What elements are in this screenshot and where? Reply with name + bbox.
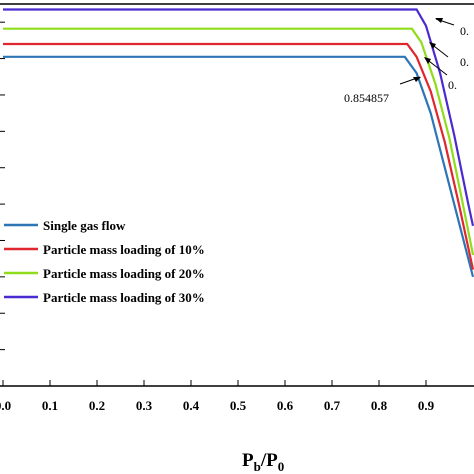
legend-label-2: Particle mass loading of 10% (43, 242, 205, 257)
plot-frame (0, 3, 474, 387)
x-tick-label: 0.6 (277, 398, 294, 413)
x-tick-label: 0.9 (418, 398, 435, 413)
x-tick-label: 0.5 (230, 398, 247, 413)
legend-label-3: Particle mass loading of 20% (43, 266, 205, 281)
series-line-1 (3, 55, 474, 278)
annotation-arrowhead-series-3 (429, 42, 436, 49)
annotation-label-1: 0.854857 (344, 91, 389, 105)
x-axis-ticks (2, 380, 427, 386)
annotation-arrowhead-series-4 (435, 18, 443, 23)
series-lines (3, 8, 474, 278)
annotation-label-3: 0. (460, 55, 469, 69)
x-tick-label: 0.3 (136, 398, 153, 413)
x-tick-label: 0.4 (183, 398, 200, 413)
annotation-label-2: 0. (448, 78, 457, 92)
x-tick-labels: 0.0 0.1 0.2 0.3 0.4 0.5 0.6 0.7 0.8 0.9 (0, 398, 435, 413)
x-tick-label: 0.2 (89, 398, 105, 413)
x-tick-label: 0.1 (42, 398, 58, 413)
annotation-arrowhead-series-2 (424, 57, 431, 64)
x-axis-label: Pb/P0 (242, 450, 284, 474)
legend-label-4: Particle mass loading of 30% (43, 290, 205, 305)
annotations: 0.854857 0. 0. 0. (344, 18, 469, 105)
annotation-label-4: 0. (460, 24, 469, 38)
series-line-2 (3, 42, 474, 270)
series-line-3 (3, 27, 474, 256)
x-tick-label: 0.8 (371, 398, 388, 413)
legend-label-1: Single gas flow (43, 218, 126, 233)
x-tick-label: 0.0 (0, 398, 11, 413)
x-tick-label: 0.7 (324, 398, 341, 413)
annotation-arrowhead-series-1 (413, 77, 421, 82)
series-line-4 (3, 8, 474, 227)
y-axis-ticks (0, 21, 5, 387)
legend: Single gas flow Particle mass loading of … (4, 218, 205, 305)
